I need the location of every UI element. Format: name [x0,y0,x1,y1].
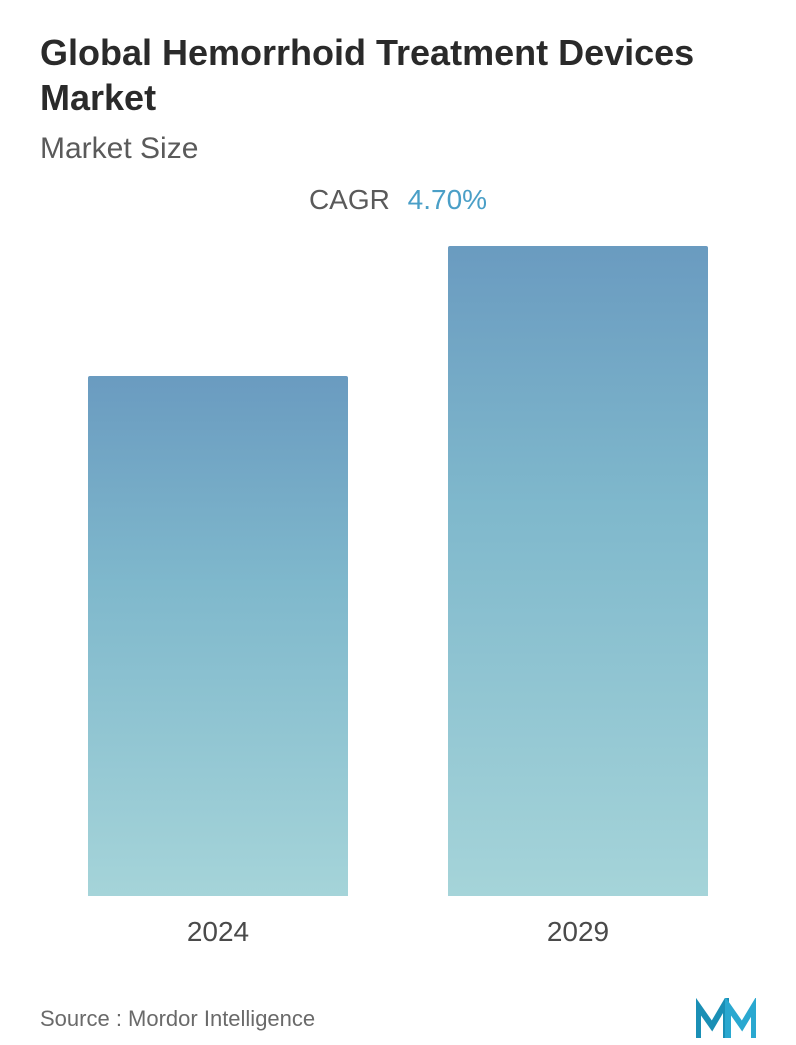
cagr-value: 4.70% [408,184,487,215]
chart-area: 2024 2029 [40,246,756,968]
bar-group-0: 2024 [88,376,348,948]
chart-container: Global Hemorrhoid Treatment Devices Mark… [0,0,796,1034]
chart-title: Global Hemorrhoid Treatment Devices Mark… [40,30,756,120]
footer: Source : Mordor Intelligence [40,978,756,1040]
bar-label-0: 2024 [187,916,249,948]
bar-label-1: 2029 [547,916,609,948]
chart-subtitle: Market Size [40,132,756,166]
bar-0 [88,376,348,896]
bar-group-1: 2029 [448,246,708,948]
bar-1 [448,246,708,896]
source-text: Source : Mordor Intelligence [40,1006,315,1032]
cagr-label: CAGR [309,184,390,215]
cagr-row: CAGR 4.70% [40,184,756,216]
